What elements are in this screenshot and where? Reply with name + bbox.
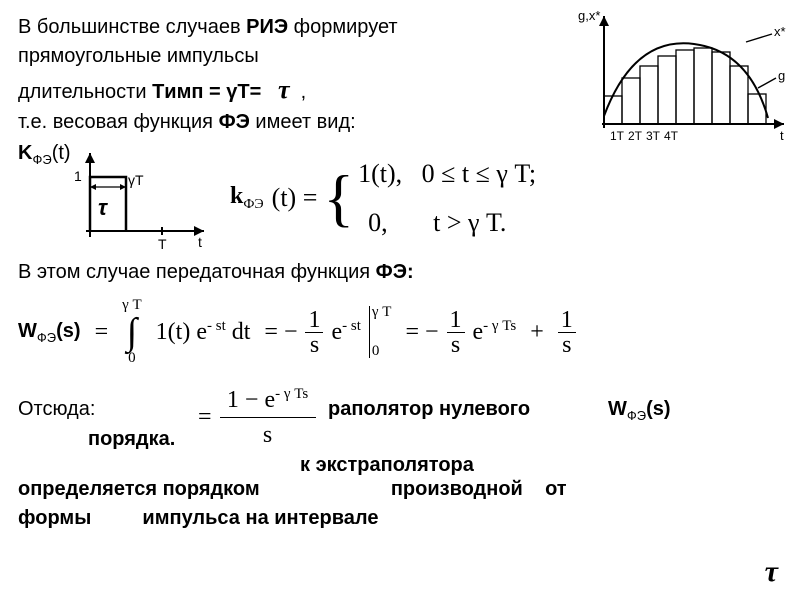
pulse-plot: 1 γT τ T t — [66, 143, 216, 253]
line-11: формы импульса на интервале — [18, 505, 782, 532]
svg-text:2T: 2T — [628, 129, 643, 143]
integral-row: WФЭ(s) = γ T ∫ 0 1(t) e- st dt = − 1 s e… — [18, 292, 782, 372]
svg-text:4T: 4T — [664, 129, 679, 143]
svg-text:τ: τ — [98, 195, 108, 220]
label-gx: g,x* — [578, 8, 600, 23]
piecewise-eq: (t) = { 1(t), 0 ≤ t ≤ γ T; 0, t > γ T. — [272, 156, 536, 240]
svg-text:3T: 3T — [646, 129, 661, 143]
stair-curve-plot: x* g g,x* t 1T 2T 3T 4T — [574, 6, 794, 164]
label-xstar: x* — [774, 24, 786, 39]
svg-text:T: T — [158, 236, 167, 252]
tau-bottom: τ — [765, 552, 778, 593]
final-block: Отсюда: = 1 − e- γ Ts s раполятор нулево… — [18, 386, 782, 482]
line-5: В этом случае передаточная функция ФЭ: — [18, 259, 782, 286]
svg-text:1T: 1T — [610, 129, 625, 143]
stair-svg: x* g g,x* t 1T 2T 3T 4T — [574, 6, 794, 156]
svg-text:1: 1 — [74, 168, 82, 184]
svg-text:t: t — [198, 234, 202, 250]
label-t: t — [780, 128, 784, 143]
label-g: g — [778, 68, 785, 83]
svg-text:γT: γT — [128, 172, 144, 188]
